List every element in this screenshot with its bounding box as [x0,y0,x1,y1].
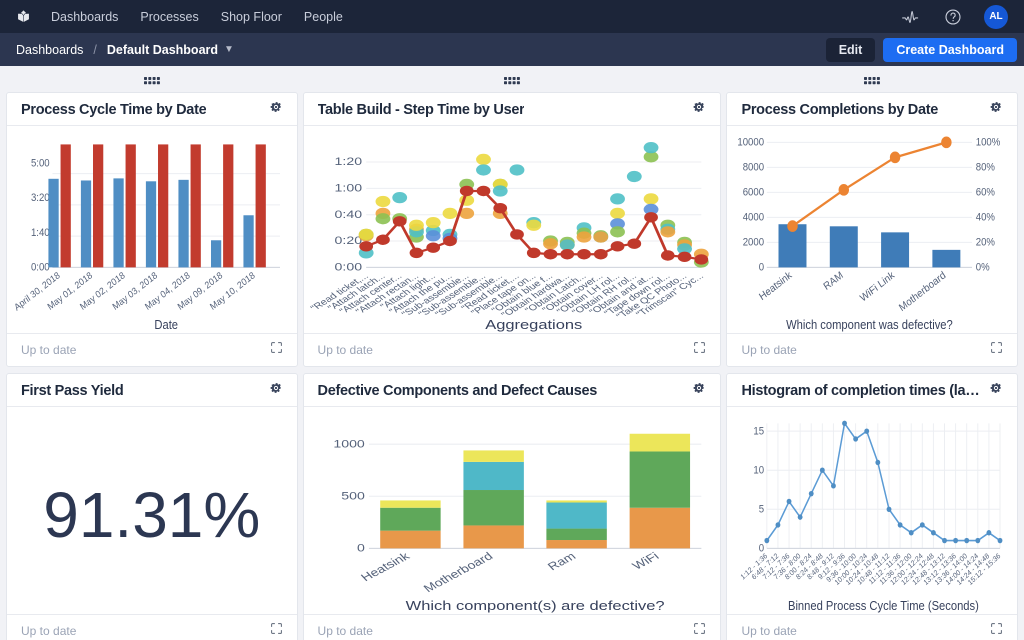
svg-text:0:20: 0:20 [334,235,362,247]
svg-text:0%: 0% [976,262,990,274]
svg-text:WiFi: WiFi [629,550,661,572]
svg-text:2000: 2000 [743,237,765,249]
svg-text:5: 5 [759,504,765,516]
svg-text:Which component(s) are defecti: Which component(s) are defective? [405,600,664,614]
svg-text:0:00: 0:00 [334,261,362,273]
svg-text:6000: 6000 [743,187,765,199]
svg-text:1:40: 1:40 [31,227,50,239]
svg-text:1:20: 1:20 [334,156,362,168]
svg-text:10000: 10000 [738,137,765,149]
svg-text:100%: 100% [976,137,1001,149]
svg-text:8000: 8000 [743,162,765,174]
svg-text:500: 500 [341,490,365,502]
svg-text:Binned Process Cycle Time (Sec: Binned Process Cycle Time (Seconds) [788,598,979,613]
svg-text:0: 0 [356,542,364,554]
svg-text:Ram: Ram [545,550,579,573]
svg-text:Aggregations: Aggregations [485,319,582,333]
svg-text:RAM: RAM [822,270,845,293]
svg-text:Heatsink: Heatsink [758,269,795,303]
svg-text:Date: Date [154,317,178,332]
svg-text:60%: 60% [976,187,995,199]
svg-text:1:00: 1:00 [334,182,362,194]
svg-text:0:00: 0:00 [31,262,50,274]
svg-text:0:40: 0:40 [334,208,362,220]
svg-text:15: 15 [754,426,765,438]
svg-text:Motherboard: Motherboard [898,270,949,314]
svg-text:20%: 20% [976,237,995,249]
svg-text:5:00: 5:00 [31,158,50,170]
svg-text:0: 0 [759,262,765,274]
svg-text:1000: 1000 [333,438,364,450]
svg-text:Motherboard: Motherboard [420,550,495,595]
svg-text:80%: 80% [976,162,995,174]
svg-text:Which component was defective?: Which component was defective? [787,317,954,332]
svg-text:Heatsink: Heatsink [358,550,413,584]
svg-text:10: 10 [754,465,765,477]
svg-text:3:20: 3:20 [31,193,50,205]
svg-text:40%: 40% [976,212,995,224]
svg-text:4000: 4000 [743,212,765,224]
svg-text:WiFi Link: WiFi Link [859,269,898,304]
